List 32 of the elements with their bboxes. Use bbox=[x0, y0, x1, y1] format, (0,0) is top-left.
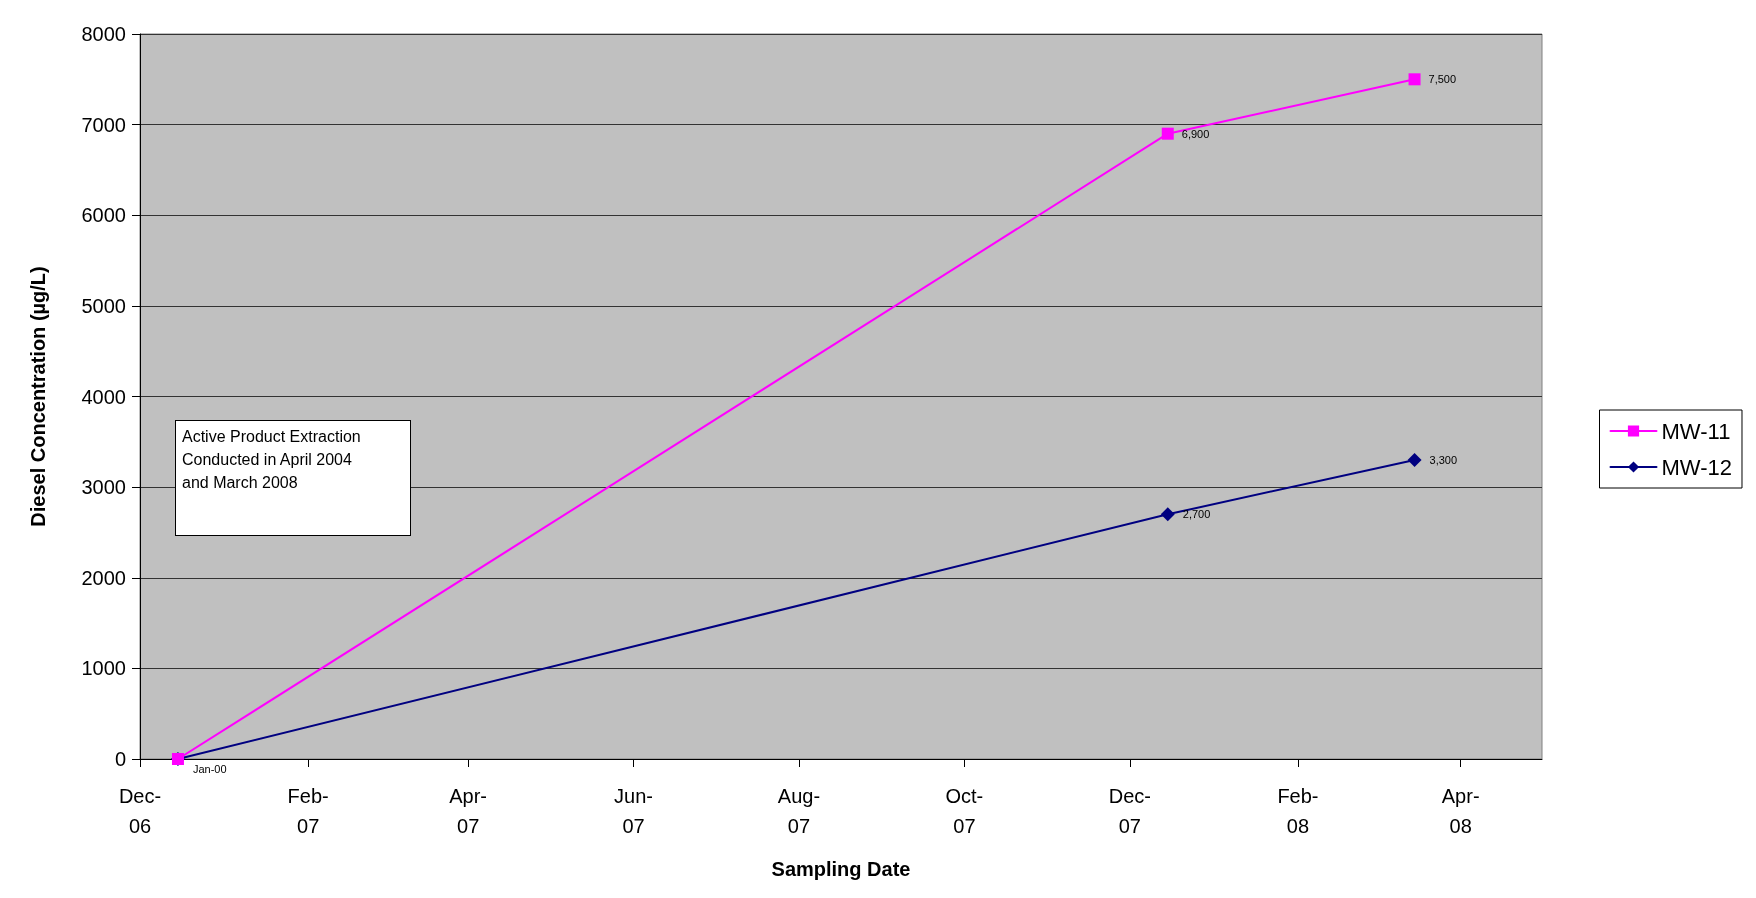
x-tick-label: Aug-07 bbox=[777, 785, 821, 837]
y-tick-label: 4000 bbox=[81, 385, 126, 408]
x-tick-label: Jun-07 bbox=[614, 785, 653, 837]
data-label: 6,900 bbox=[1181, 127, 1210, 140]
y-axis-title: Diesel Concentration (µg/L) bbox=[27, 266, 49, 527]
x-tick-label: Dec-06 bbox=[118, 785, 162, 837]
x-tick-label: Feb-07 bbox=[287, 785, 329, 837]
y-tick-label: 8000 bbox=[81, 23, 126, 45]
point bbox=[1407, 452, 1422, 467]
x-tick-label: Feb-08 bbox=[1277, 785, 1319, 837]
legend-label: MW-11 bbox=[1661, 418, 1731, 444]
legend-label: MW-12 bbox=[1661, 454, 1733, 480]
x-tick-label: Apr-07 bbox=[449, 785, 488, 837]
point bbox=[1160, 507, 1175, 522]
y-tick-label: 1000 bbox=[81, 657, 126, 680]
x-tick-label: Apr-08 bbox=[1441, 785, 1480, 837]
y-tick-label: 2000 bbox=[81, 566, 126, 589]
y-tick-label: 3000 bbox=[81, 476, 126, 499]
x-tick-label: Dec-07 bbox=[1108, 785, 1151, 837]
data-label: 2,700 bbox=[1182, 508, 1211, 521]
x-tick-label: Oct-07 bbox=[945, 785, 984, 837]
y-tick-label: 0 bbox=[114, 748, 126, 770]
text-box: Active Product Extraction Conducted in April 2004 and March 2008 bbox=[175, 420, 411, 536]
point bbox=[1161, 127, 1174, 140]
x-axis-title: Sampling Date bbox=[771, 858, 911, 880]
data-label: Jan-00 bbox=[192, 763, 227, 775]
y-tick-label: 7000 bbox=[81, 113, 126, 136]
point bbox=[1408, 73, 1421, 86]
y-tick-label: 5000 bbox=[81, 294, 126, 317]
y-tick-label: 6000 bbox=[81, 204, 126, 227]
data-label: 7,500 bbox=[1428, 73, 1457, 86]
data-label: 3,300 bbox=[1429, 453, 1458, 466]
